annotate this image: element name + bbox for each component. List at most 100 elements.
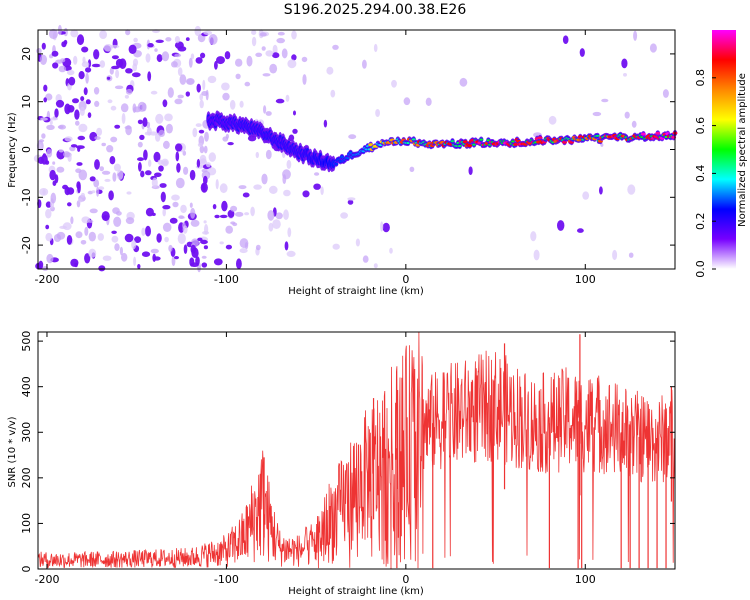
spectrogram-blob — [221, 82, 230, 91]
spectrogram-blob — [189, 169, 196, 181]
spectrogram-blob — [262, 73, 271, 77]
spectrogram-blob — [292, 128, 298, 134]
spectrogram-blob — [137, 264, 141, 269]
spectrogram-blob — [230, 221, 236, 225]
spectrogram-blob — [114, 85, 124, 90]
spectrogram-blob — [106, 76, 111, 80]
spectrogram-blob — [78, 198, 83, 203]
spectrogram-blob — [111, 235, 119, 243]
spectrogram-blob — [77, 146, 81, 152]
spectrogram-blob — [85, 72, 89, 84]
spectrogram-blob — [425, 97, 432, 107]
spectrogram-blob — [214, 60, 218, 70]
ridge-core — [406, 141, 410, 145]
spectrogram-blob — [468, 166, 473, 175]
spectrogram-blob — [51, 50, 59, 57]
spectrogram-blob — [87, 219, 94, 223]
spectrogram-blob — [208, 152, 216, 162]
spectrogram-blob — [189, 202, 193, 208]
spectrogram-blob — [111, 55, 119, 60]
spectrogram-blob — [124, 233, 134, 243]
spectrogram-blob — [281, 48, 288, 59]
spectrogram-blob — [89, 176, 96, 182]
spectrogram-blob — [200, 239, 208, 245]
spectrogram-blob — [197, 142, 203, 147]
spectrogram-blob — [132, 58, 139, 67]
spectrogram-blob — [204, 131, 209, 142]
spectrogram-blob — [98, 186, 105, 191]
spectrogram-blob — [185, 37, 190, 41]
spectrogram-blob — [77, 135, 86, 141]
spectrogram-blob — [320, 186, 324, 195]
spectrogram-blob — [143, 149, 148, 161]
x-tick-label: 100 — [575, 273, 596, 286]
spectrogram-blob — [49, 117, 59, 121]
spectrogram-blob — [141, 227, 146, 236]
spectrogram-blob — [152, 253, 156, 262]
spectrogram-blob — [199, 93, 203, 101]
spectrogram-blob — [42, 189, 46, 195]
spectrogram-blob — [85, 99, 91, 105]
spectrogram-blob — [265, 50, 274, 57]
spectrogram-blob — [244, 212, 250, 216]
spectrogram-blob — [253, 184, 262, 190]
spectrogram-blob — [178, 215, 185, 219]
y-tick-label: 0 — [20, 146, 33, 153]
spectrogram-blob — [94, 159, 100, 170]
colorbar-tick-label: 0.2 — [694, 212, 707, 230]
spectrogram-blob — [219, 214, 228, 219]
spectrogram-blob — [151, 212, 156, 216]
spectrogram-blob — [99, 60, 106, 68]
spectrogram-blob — [202, 182, 206, 192]
spectrogram-blob — [75, 231, 83, 239]
spectrogram-blob — [203, 30, 213, 35]
spectrogram-blob — [137, 141, 143, 148]
spectrogram-blob — [533, 249, 540, 261]
spectrogram-blob — [216, 56, 225, 65]
spectrogram-blob — [227, 209, 235, 218]
spectrogram-blob — [255, 244, 261, 251]
spectrogram-blob — [111, 230, 117, 234]
spectrogram-blob — [77, 182, 81, 194]
ridge-core — [595, 134, 600, 137]
ridge-core — [472, 143, 476, 146]
spectrogram-blob — [41, 42, 46, 50]
colorbar-tick-label: 0.0 — [694, 260, 707, 278]
spectrogram-blob — [93, 179, 100, 188]
spectrogram-blob — [64, 136, 73, 142]
spectrogram-blob — [251, 36, 257, 47]
spectrogram-blob — [54, 108, 59, 118]
spectrogram-blob — [155, 39, 164, 43]
spectrogram-blob — [373, 263, 378, 269]
spectrogram-blob — [287, 59, 297, 69]
spectrogram-blob — [199, 99, 204, 109]
spectrogram-blob — [242, 192, 250, 198]
spectrogram-x-label: Height of straight line (km) — [288, 286, 424, 297]
spectrogram-blob — [81, 46, 89, 53]
spectrogram-blob — [530, 231, 537, 242]
spectrogram-blob — [48, 28, 58, 40]
spectrogram-blob — [206, 162, 211, 168]
spectrogram-blob — [74, 109, 80, 120]
spectrogram-blob — [66, 235, 73, 245]
spectrogram-blob — [165, 37, 172, 42]
spectrogram-blob — [45, 224, 50, 230]
spectrogram-blob — [112, 172, 117, 182]
spectrogram-blob — [165, 123, 173, 134]
spectrogram-blob — [128, 44, 137, 54]
spectrogram-blob — [171, 61, 178, 68]
spectrogram-blob — [195, 123, 202, 127]
spectrogram-blob — [175, 143, 183, 152]
colorbar-ticks: 0.0 0.2 0.4 0.6 0.8 — [694, 69, 716, 278]
spectrogram-blob — [225, 225, 233, 234]
y-tick-label: 10 — [20, 95, 33, 109]
spectrogram-blob — [137, 101, 147, 112]
spectrogram-blob — [214, 214, 220, 219]
spectrogram-blob — [207, 75, 217, 84]
spectrogram-blob — [41, 133, 46, 139]
spectrogram-blob — [55, 99, 65, 108]
spectrogram-blob — [131, 72, 141, 78]
spectrogram-blob — [612, 249, 618, 261]
spectrogram-blob — [235, 73, 241, 80]
spectrogram-blob — [302, 190, 310, 198]
